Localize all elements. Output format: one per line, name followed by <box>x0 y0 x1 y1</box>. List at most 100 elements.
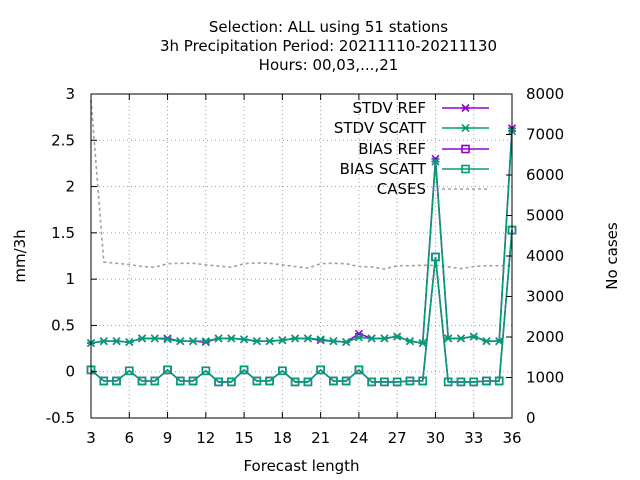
data-point-stdv-scatt <box>188 337 198 346</box>
series-line-bias-scatt <box>90 230 513 383</box>
data-point-bias-scatt <box>329 376 338 386</box>
legend-entry-stdv-scatt: STDV SCATT <box>334 119 489 137</box>
x-tick-label: 21 <box>311 429 330 447</box>
data-point-stdv-scatt <box>405 337 415 346</box>
y-tick-label: 0.5 <box>51 316 75 334</box>
x-tick-label: 36 <box>502 429 521 447</box>
x-tick-label: 6 <box>124 429 134 447</box>
data-point-bias-scatt <box>176 376 185 386</box>
data-point-bias-scatt <box>443 377 453 387</box>
data-point-bias-scatt <box>201 366 211 376</box>
legend-label: BIAS REF <box>358 140 426 158</box>
axis-ticks: 3 6 9 12 15 18 21 24 27 30 33 36-0.500.511.522.5301… <box>46 85 564 447</box>
data-point-stdv-scatt <box>354 333 363 342</box>
data-point-stdv-scatt <box>469 332 478 341</box>
data-point-stdv-scatt <box>482 337 491 346</box>
grid-lines <box>91 94 512 418</box>
legend-label: CASES <box>377 180 426 198</box>
data-point-bias-scatt <box>316 365 325 375</box>
data-point-stdv-scatt <box>201 337 210 346</box>
data-point-bias-scatt <box>290 377 300 387</box>
data-point-bias-scatt <box>124 366 134 376</box>
data-point-bias-scatt <box>303 377 313 387</box>
y2-tick-label: 3000 <box>526 288 564 306</box>
legend-label: STDV REF <box>352 99 426 117</box>
data-point-stdv-scatt <box>227 334 236 343</box>
y2-tick-label: 2000 <box>526 328 564 346</box>
y-tick-label: 1 <box>65 270 75 288</box>
y-tick-label: -0.5 <box>46 409 75 427</box>
data-point-stdv-scatt <box>176 337 185 346</box>
data-point-stdv-scatt <box>342 338 351 347</box>
series-bias-ref <box>86 225 517 387</box>
legend-entry-bias-ref: BIAS REF <box>358 140 489 158</box>
y-tick-label: 0 <box>65 363 75 381</box>
legend-entry-cases: CASES <box>377 180 489 198</box>
series-stdv-scatt <box>86 126 517 348</box>
data-point-stdv-scatt <box>303 334 312 343</box>
chart-title-line-3: Hours: 00,03,...,21 <box>259 56 399 74</box>
x-tick-label: 24 <box>349 429 368 447</box>
data-point-stdv-scatt <box>214 334 223 343</box>
data-point-stdv-scatt <box>137 334 147 343</box>
data-point-bias-scatt <box>99 376 109 386</box>
x-tick-label: 30 <box>426 429 445 447</box>
legend-entry-stdv-ref: STDV REF <box>352 99 489 117</box>
data-point-stdv-scatt <box>431 157 440 166</box>
data-point-stdv-scatt <box>444 334 453 343</box>
data-point-bias-scatt <box>137 376 147 386</box>
data-point-stdv-scatt <box>125 338 134 347</box>
data-point-stdv-scatt <box>163 335 172 344</box>
data-point-stdv-scatt <box>316 335 325 344</box>
data-point-bias-scatt <box>469 377 479 387</box>
series-line-bias-ref <box>90 230 513 383</box>
data-point-bias-scatt <box>227 377 236 387</box>
series-layer <box>86 124 517 387</box>
data-point-stdv-scatt <box>456 334 466 343</box>
data-point-bias-scatt <box>341 376 351 386</box>
data-point-bias-scatt <box>494 376 504 386</box>
data-point-bias-scatt <box>482 376 491 386</box>
data-point-bias-scatt <box>163 365 172 375</box>
data-point-stdv-scatt <box>291 334 300 343</box>
data-point-bias-scatt <box>431 252 440 262</box>
data-point-bias-scatt <box>265 376 274 386</box>
y-axis-label: mm/3h <box>11 229 29 282</box>
x-tick-label: 27 <box>388 429 407 447</box>
data-point-stdv-scatt <box>240 335 249 344</box>
data-point-bias-scatt <box>418 376 427 386</box>
cases-series-layer <box>90 100 512 270</box>
legend-label: STDV SCATT <box>334 119 427 137</box>
y2-tick-label: 4000 <box>526 247 564 265</box>
y2-tick-label: 7000 <box>526 126 564 144</box>
data-point-stdv-scatt <box>150 334 159 343</box>
legend-label: BIAS SCATT <box>340 160 427 178</box>
data-point-bias-scatt <box>367 377 376 387</box>
y-tick-label: 1.5 <box>51 224 75 242</box>
legend-marker-sample <box>461 144 470 154</box>
data-point-bias-scatt <box>278 366 287 376</box>
data-point-bias-scatt <box>252 376 262 386</box>
plot-frame <box>90 93 513 419</box>
data-point-bias-scatt <box>405 376 415 386</box>
chart-title-line-2: 3h Precipitation Period: 20211110-202111… <box>160 37 497 55</box>
x-tick-label: 15 <box>235 429 254 447</box>
data-point-stdv-scatt <box>367 334 376 343</box>
data-point-stdv-scatt <box>112 337 121 346</box>
data-point-bias-scatt <box>354 365 364 375</box>
legend-marker-sample <box>461 123 470 133</box>
data-point-bias-scatt <box>380 377 389 387</box>
data-point-stdv-scatt <box>252 337 261 346</box>
data-point-stdv-scatt <box>278 336 287 345</box>
y-tick-label: 2.5 <box>51 131 75 149</box>
data-point-stdv-scatt <box>393 332 402 341</box>
data-point-bias-scatt <box>150 376 160 386</box>
data-point-bias-scatt <box>239 365 249 375</box>
data-point-stdv-scatt <box>265 337 274 346</box>
series-cases <box>90 100 512 270</box>
legend-entry-bias-scatt: BIAS SCATT <box>340 160 489 178</box>
series-line-stdv-scatt <box>90 130 513 344</box>
y2-axis-label: No cases <box>603 222 621 290</box>
data-point-bias-scatt <box>112 376 121 386</box>
